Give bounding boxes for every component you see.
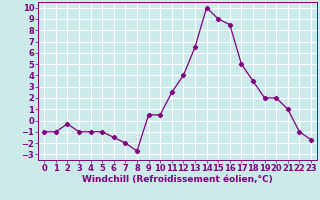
X-axis label: Windchill (Refroidissement éolien,°C): Windchill (Refroidissement éolien,°C) xyxy=(82,175,273,184)
